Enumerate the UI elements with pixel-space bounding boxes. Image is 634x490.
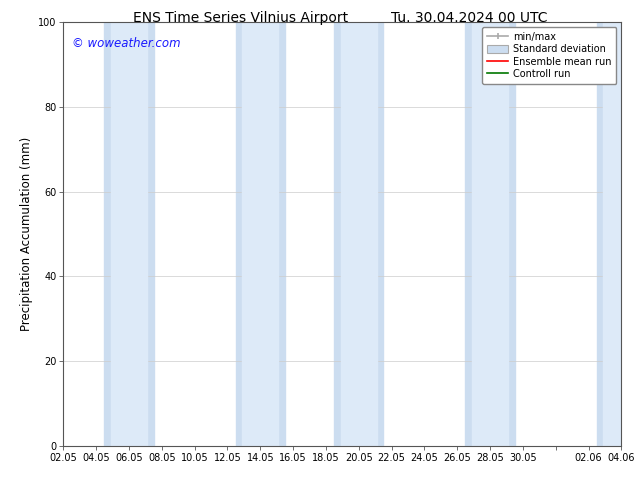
Text: © woweather.com: © woweather.com bbox=[72, 37, 181, 50]
Text: Tu. 30.04.2024 00 UTC: Tu. 30.04.2024 00 UTC bbox=[391, 11, 547, 25]
Bar bbox=[465, 22, 515, 446]
Text: ENS Time Series Vilnius Airport: ENS Time Series Vilnius Airport bbox=[133, 11, 349, 25]
Bar bbox=[334, 22, 384, 446]
Bar bbox=[340, 22, 377, 446]
Bar bbox=[597, 22, 634, 446]
Bar bbox=[111, 22, 147, 446]
Y-axis label: Precipitation Accumulation (mm): Precipitation Accumulation (mm) bbox=[20, 137, 32, 331]
Legend: min/max, Standard deviation, Ensemble mean run, Controll run: min/max, Standard deviation, Ensemble me… bbox=[482, 27, 616, 84]
Bar bbox=[472, 22, 508, 446]
Bar bbox=[105, 22, 153, 446]
Bar bbox=[236, 22, 285, 446]
Bar bbox=[242, 22, 278, 446]
Bar bbox=[604, 22, 634, 446]
